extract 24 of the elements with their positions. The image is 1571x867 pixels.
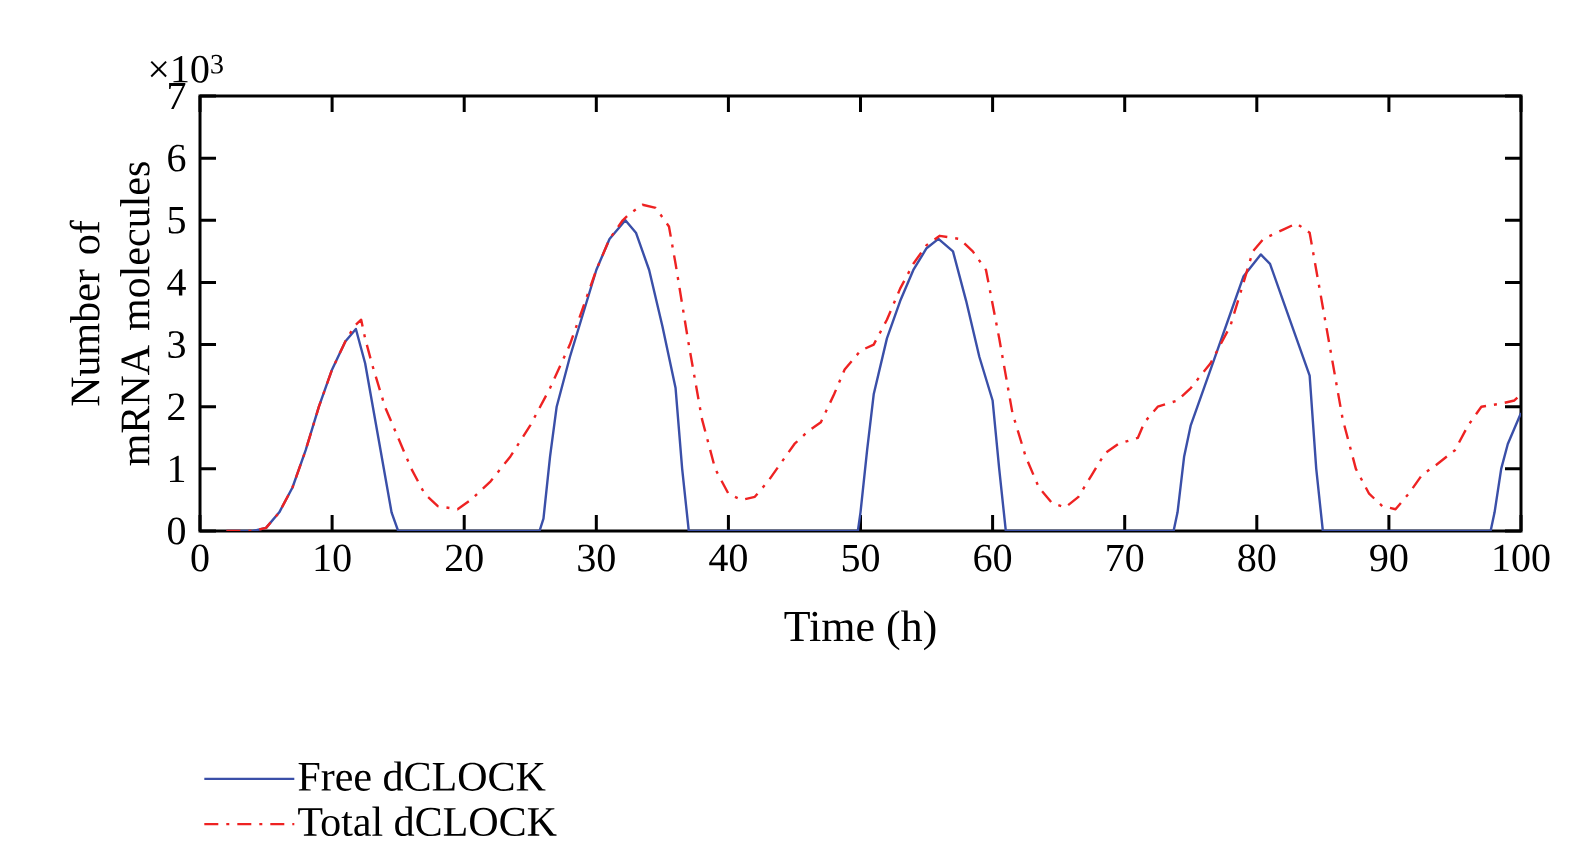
x-axis-title: Time (h) (784, 610, 936, 651)
y-tick-label: 7 (169, 82, 186, 110)
x-tick-label: 90 (1370, 544, 1408, 572)
legend-label: Total dCLOCK (298, 806, 557, 837)
y-tick-label: 3 (168, 331, 185, 359)
y-axis-title: Number of mRNA molecules (69, 162, 150, 466)
x-tick-label: 100 (1494, 544, 1550, 572)
legend-label: Free dCLOCK (298, 761, 546, 791)
x-tick-label: 50 (842, 544, 879, 572)
y-tick-label: 0 (168, 517, 185, 545)
x-tick-label: 70 (1107, 544, 1144, 572)
x-tick-label: 60 (974, 544, 1012, 572)
y-tick-label: 5 (168, 206, 185, 234)
x-tick-label: 10 (315, 544, 351, 572)
x-tick-label: 0 (191, 544, 209, 572)
x-tick-label: 40 (709, 544, 747, 572)
x-tick-label: 80 (1238, 544, 1276, 572)
x-tick-label: 30 (578, 544, 615, 572)
y-tick-label: 6 (168, 144, 186, 172)
text: ×10$^{3}$ (150, 54, 223, 83)
y-tick-label: 1 (169, 455, 185, 483)
y-tick-label: 4 (167, 269, 186, 296)
y-tick-label: 2 (168, 393, 185, 420)
x-tick-label: 20 (445, 544, 483, 572)
